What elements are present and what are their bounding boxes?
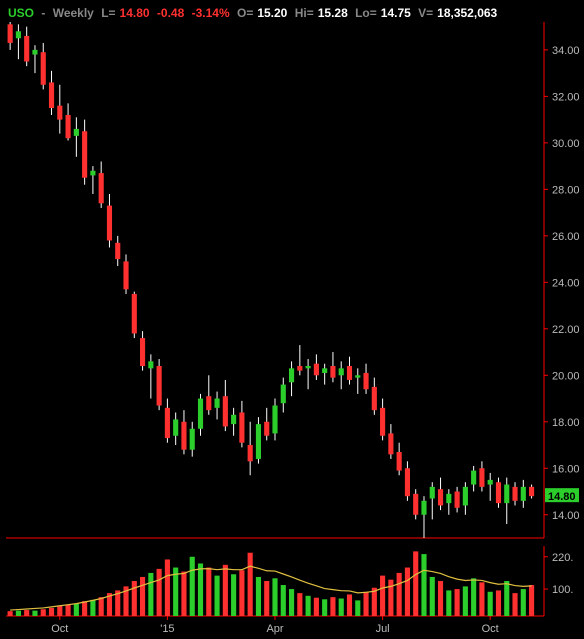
svg-text:Jul: Jul xyxy=(376,623,390,635)
hi-value: 15.28 xyxy=(318,6,348,20)
lo-label: Lo= xyxy=(355,6,377,20)
last-label: L= xyxy=(101,6,115,20)
svg-text:Oct: Oct xyxy=(482,623,499,635)
svg-text:100.: 100. xyxy=(552,584,573,596)
separator: - xyxy=(41,6,45,20)
svg-text:16.00: 16.00 xyxy=(552,463,580,475)
svg-text:26.00: 26.00 xyxy=(552,231,580,243)
vol-label: V= xyxy=(418,6,433,20)
svg-text:18.00: 18.00 xyxy=(552,417,580,429)
svg-text:Apr: Apr xyxy=(266,623,283,635)
vol-value: 18,352,063 xyxy=(437,6,497,20)
svg-text:14.00: 14.00 xyxy=(552,510,580,522)
last-value: 14.80 xyxy=(120,6,150,20)
chart-svg[interactable]: 14.00 16.00 18.00 20.00 22.00 24.00 26.00 28.00… xyxy=(0,0,584,639)
chart-container: { "header": { "symbol": "USO", "period":… xyxy=(0,0,584,639)
svg-text:24.00: 24.00 xyxy=(552,277,580,289)
svg-text:Oct: Oct xyxy=(51,623,68,635)
svg-text:32.00: 32.00 xyxy=(552,91,580,103)
svg-text:30.00: 30.00 xyxy=(552,138,580,150)
chart-header: USO - Weekly L= 14.80 -0.48 -3.14% O= 15.2… xyxy=(8,6,501,20)
svg-text:20.00: 20.00 xyxy=(552,370,580,382)
lo-value: 14.75 xyxy=(381,6,411,20)
symbol: USO xyxy=(8,6,34,20)
svg-text:34.00: 34.00 xyxy=(552,45,580,57)
change-value: -0.48 xyxy=(157,6,184,20)
svg-text:'15: '15 xyxy=(160,623,174,635)
svg-text:22.00: 22.00 xyxy=(552,324,580,336)
svg-text:14.80: 14.80 xyxy=(548,491,576,503)
svg-text:28.00: 28.00 xyxy=(552,184,580,196)
hi-label: Hi= xyxy=(295,6,314,20)
svg-text:220.: 220. xyxy=(552,552,573,564)
open-label: O= xyxy=(237,6,253,20)
pct-value: -3.14% xyxy=(192,6,230,20)
period: Weekly xyxy=(53,6,94,20)
open-value: 15.20 xyxy=(257,6,287,20)
